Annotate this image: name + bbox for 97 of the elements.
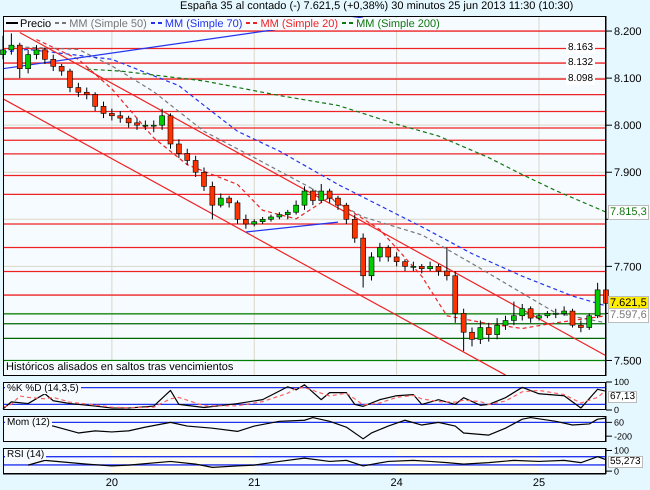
candlestick: [410, 261, 416, 272]
candlestick: [377, 242, 383, 262]
candlestick: [326, 188, 332, 204]
annotation: 7.815,3: [608, 205, 649, 220]
ref-line-label: 8.132: [566, 57, 596, 70]
y-tick-label: 7.900: [614, 167, 642, 180]
candlestick: [552, 308, 559, 319]
x-tick-label: 20: [106, 476, 118, 489]
candlestick: [318, 184, 324, 204]
x-tick-label: 21: [248, 476, 260, 489]
ref-line-label: 8.098: [566, 73, 596, 86]
candlestick: [460, 308, 466, 352]
y-tick-label: 8.200: [614, 26, 642, 38]
candlestick: [402, 258, 408, 272]
candlestick: [302, 186, 308, 210]
candlestick: [8, 32, 14, 56]
candlestick: [469, 327, 475, 347]
candlestick: [218, 192, 224, 208]
candlestick: [67, 68, 73, 93]
candlestick: [142, 120, 148, 130]
candlestick: [578, 320, 584, 333]
line-series: [86, 68, 607, 213]
candlestick: [226, 195, 232, 208]
legend-label: MM (Simple 70): [164, 18, 242, 30]
candlestick: [344, 202, 350, 224]
y-tick-label: 60: [614, 418, 624, 428]
candlestick: [192, 155, 198, 178]
candlestick: [210, 181, 216, 220]
candlestick: [352, 214, 358, 244]
annotation: 7.621,5: [608, 296, 649, 312]
x-tick-label: 24: [390, 476, 403, 489]
chart-title: RSI (14): [5, 449, 46, 460]
y-tick-label: 0: [614, 466, 620, 476]
y-tick-label: 7.700: [614, 261, 642, 274]
candlestick: [0, 35, 6, 60]
candlestick: [394, 252, 400, 267]
candlestick: [150, 120, 157, 133]
y-tick-label: 0: [614, 405, 620, 416]
candlestick: [50, 54, 56, 72]
candlestick: [126, 115, 132, 128]
candlestick: [502, 315, 508, 330]
text: 55,273: [608, 456, 643, 468]
candlestick: [385, 244, 392, 262]
candlestick: [234, 200, 240, 224]
legend-label: MM (Simple 200): [355, 18, 440, 30]
candlestick: [494, 318, 500, 340]
candlestick: [201, 167, 207, 192]
y-tick-label: 8.000: [614, 120, 642, 132]
candlestick: [34, 44, 40, 60]
candlestick: [117, 110, 124, 124]
candlestick: [293, 200, 299, 216]
legend-label: Precio: [19, 18, 52, 30]
candlestick: [528, 306, 534, 324]
candlestick: [436, 264, 442, 276]
y-tick-label: 100: [614, 446, 630, 456]
candlestick: [58, 64, 64, 76]
candlestick: [42, 47, 48, 64]
candlestick: [109, 108, 115, 121]
candlestick: [561, 306, 567, 316]
candlestick: [184, 148, 190, 166]
ref-line-label: 8.163: [566, 42, 596, 54]
candlestick: [427, 261, 433, 272]
y-tick-label: 8.100: [614, 73, 642, 86]
candlestick: [586, 312, 592, 330]
candlestick: [444, 247, 450, 281]
candlestick: [418, 264, 425, 274]
candlestick: [92, 92, 98, 112]
y-tick-label: 100: [614, 377, 630, 388]
chart-title: Mom (12): [5, 417, 52, 428]
text: 67,13: [608, 391, 638, 403]
candlestick: [16, 42, 23, 79]
candlestick: [310, 188, 316, 206]
candlestick: [134, 118, 140, 130]
candlestick: [570, 308, 576, 328]
candlestick: [100, 101, 106, 119]
candlestick: [243, 214, 249, 230]
y-tick-label: 7.500: [614, 355, 642, 368]
candlestick: [519, 304, 526, 321]
candlestick: [511, 301, 517, 326]
candlestick: [84, 87, 90, 100]
legend-label: MM (Simple 50): [68, 18, 147, 30]
candlestick: [284, 209, 291, 220]
legend-label: MM (Simple 20): [259, 18, 338, 30]
x-tick-label: 25: [532, 476, 546, 489]
chart-title: España 35 al contado (-) 7.621,5 (+0,38%) 30 minutos 25 jun 2013 11:30 (10:30): [180, 0, 574, 13]
candlestick: [76, 82, 82, 98]
candlestick: [335, 195, 341, 210]
candlestick: [25, 49, 31, 74]
chart-title: %K %D (14,3,5): [5, 383, 81, 394]
candlestick: [368, 252, 374, 281]
candlestick: [159, 108, 165, 130]
candlestick: [486, 322, 492, 342]
annotation: 7.597,6: [608, 308, 649, 323]
candlestick: [176, 138, 182, 159]
candlestick: [478, 320, 484, 344]
annotation: Históricos alisados en saltos tras vencimientos: [6, 361, 234, 373]
y-tick-label: -200: [614, 431, 632, 442]
